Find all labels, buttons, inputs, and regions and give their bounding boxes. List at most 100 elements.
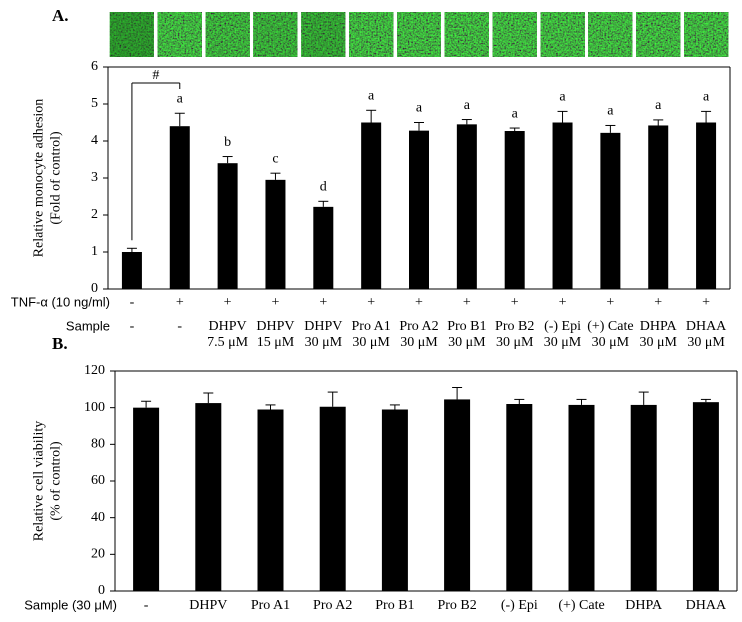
micrograph-texture <box>684 12 729 57</box>
bar <box>361 122 382 289</box>
y-tick-label: 5 <box>91 96 98 111</box>
bar <box>409 130 429 289</box>
y-tick-label: 3 <box>91 170 98 185</box>
significance-letter: a <box>464 98 471 113</box>
x-tick-label: 30 μM <box>448 335 486 350</box>
bracket-label: # <box>152 68 159 83</box>
treatment-label: + <box>702 295 710 310</box>
bar <box>568 404 595 591</box>
row-label: Sample <box>66 318 110 333</box>
x-tick-label: (-) Epi <box>501 598 538 613</box>
bar <box>552 122 573 289</box>
bar <box>195 403 222 591</box>
x-tick-label: 30 μM <box>592 335 630 350</box>
y-tick-label: 0 <box>91 281 98 296</box>
significance-letter: a <box>655 98 662 113</box>
x-tick-label: Pro A1 <box>251 598 290 613</box>
bar <box>169 126 190 289</box>
significance-letter: a <box>607 104 614 119</box>
bar <box>456 124 477 289</box>
treatment-label: + <box>511 295 519 310</box>
significance-letter: c <box>272 151 278 166</box>
x-tick-label: 30 μM <box>352 335 390 350</box>
y-tick-label: 100 <box>84 400 105 415</box>
treatment-label: + <box>463 295 471 310</box>
x-tick-label: DHPV <box>209 319 247 334</box>
treatment-label: + <box>319 295 327 310</box>
bar <box>630 404 657 591</box>
bar <box>692 402 719 591</box>
x-tick-label: Pro A2 <box>399 319 438 334</box>
y-tick-label: 1 <box>91 244 98 259</box>
x-tick-label: Pro B2 <box>437 598 476 613</box>
bar <box>648 125 669 290</box>
x-tick-label: DHPA <box>625 598 663 613</box>
x-tick-label: DHAA <box>686 319 727 334</box>
bar <box>133 407 160 591</box>
x-tick-label: 30 μM <box>639 335 677 350</box>
treatment-label: + <box>606 295 614 310</box>
row-label: Sample (30 μM) <box>24 597 117 612</box>
y-tick-label: 2 <box>91 207 98 222</box>
treatment-label: + <box>654 295 662 310</box>
y-tick-label: 120 <box>84 363 105 378</box>
treatment-label: + <box>559 295 567 310</box>
bar <box>506 404 533 591</box>
x-tick-label: - <box>144 598 149 613</box>
x-tick-label: Pro B2 <box>495 319 534 334</box>
significance-letter: a <box>559 90 566 105</box>
y-axis-label: Relative monocyte adhesion (Fold of contr… <box>32 99 64 258</box>
bar <box>257 409 284 591</box>
x-tick-label: Pro A2 <box>313 598 352 613</box>
x-tick-label: DHPV <box>189 598 227 613</box>
y-axis-label-line: Relative cell viability <box>32 421 47 542</box>
x-tick-label: Pro A1 <box>352 319 391 334</box>
significance-letter: a <box>512 106 519 121</box>
y-tick-label: 0 <box>98 583 105 598</box>
bar <box>381 409 408 591</box>
x-tick-label: 30 μM <box>687 335 725 350</box>
bar <box>444 399 471 591</box>
y-tick-label: 60 <box>91 473 105 488</box>
treatment-label: + <box>224 295 232 310</box>
bar <box>600 132 621 289</box>
y-tick-label: 20 <box>91 547 105 562</box>
bar <box>696 122 717 289</box>
x-tick-label: 30 μM <box>305 335 343 350</box>
micrograph-texture <box>636 12 681 57</box>
x-tick-label: DHPV <box>304 319 342 334</box>
x-tick-label: 30 μM <box>496 335 534 350</box>
panel-label: A. <box>52 6 69 25</box>
y-tick-label: 40 <box>91 510 105 525</box>
micrograph-texture <box>492 12 537 57</box>
row-label: TNF-α (10 ng/ml) <box>11 294 110 309</box>
x-tick-label: DHPV <box>256 319 294 334</box>
panel-label: B. <box>52 334 68 353</box>
treatment-label: + <box>367 295 375 310</box>
bar <box>313 206 334 289</box>
y-axis-label-line: Relative monocyte adhesion <box>32 99 47 258</box>
y-axis-label-line: (% of control) <box>49 441 64 521</box>
x-tick-label: Pro B1 <box>447 319 486 334</box>
x-tick-label: (-) Epi <box>544 319 581 334</box>
micrograph-texture <box>253 12 298 57</box>
micrograph-texture <box>540 12 585 57</box>
x-tick-label: 30 μM <box>544 335 582 350</box>
bar <box>217 163 238 289</box>
micrograph-texture <box>397 12 441 57</box>
x-tick-label: - <box>177 319 182 334</box>
significance-letter: b <box>224 135 231 150</box>
treatment-label: - <box>130 295 135 310</box>
y-axis-label: Relative cell viability (% of control) <box>32 421 64 542</box>
significance-letter: a <box>703 90 710 105</box>
x-tick-label: (+) Cate <box>587 319 633 334</box>
x-tick-label: Pro B1 <box>375 598 414 613</box>
bar <box>504 131 525 289</box>
significance-letter: a <box>368 89 375 104</box>
y-axis-label-line: (Fold of control) <box>49 131 64 225</box>
micrograph-texture <box>205 12 250 57</box>
y-tick-label: 4 <box>91 133 98 148</box>
bar <box>319 406 346 591</box>
y-tick-label: 6 <box>91 59 98 74</box>
